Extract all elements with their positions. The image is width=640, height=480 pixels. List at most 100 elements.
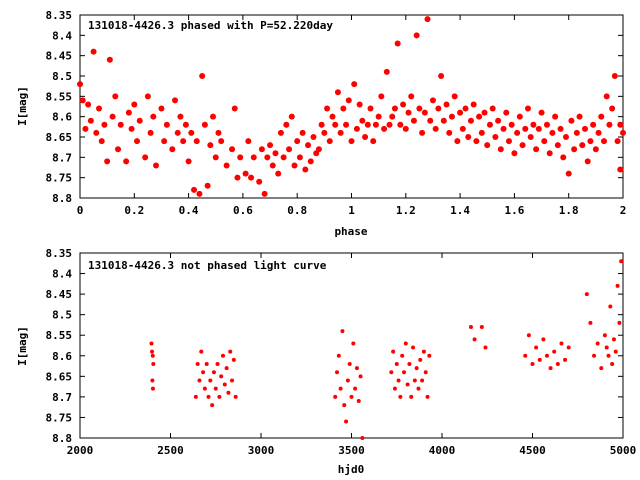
data-point <box>523 353 528 358</box>
data-point <box>611 337 616 342</box>
data-point <box>391 349 396 354</box>
data-point <box>109 113 116 120</box>
data-point <box>435 105 442 112</box>
data-point <box>177 113 184 120</box>
data-point <box>600 138 607 145</box>
x-tick-label: 0.6 <box>233 204 253 217</box>
data-point <box>364 121 371 128</box>
data-point <box>468 325 473 329</box>
x-tick-label: 1.6 <box>504 204 524 217</box>
data-point <box>549 129 556 136</box>
data-point <box>169 146 176 153</box>
data-point <box>412 378 417 383</box>
data-point <box>472 337 477 342</box>
x-tick-label: 2000 <box>67 444 94 457</box>
data-point <box>617 166 624 173</box>
data-point <box>349 394 354 399</box>
y-tick-label: 8.8 <box>52 432 72 445</box>
data-point <box>310 134 317 140</box>
data-point <box>150 378 155 383</box>
y-axis-label: I[mag] <box>16 326 29 366</box>
y-tick-label: 8.55 <box>46 329 73 342</box>
y-tick-label: 8.75 <box>46 411 73 424</box>
data-point <box>93 129 100 136</box>
data-point <box>563 357 568 362</box>
data-point <box>174 129 181 136</box>
data-point <box>258 146 265 153</box>
data-point <box>473 138 480 145</box>
data-point <box>275 170 282 177</box>
data-point <box>483 345 488 350</box>
data-point <box>185 158 192 165</box>
data-point <box>427 117 434 124</box>
data-point <box>210 403 215 408</box>
data-point <box>98 138 105 145</box>
data-point <box>389 370 394 375</box>
data-point <box>394 40 401 47</box>
x-tick-label: 3000 <box>248 444 275 457</box>
data-point <box>438 73 445 79</box>
data-point <box>211 370 216 375</box>
data-point <box>522 125 529 132</box>
data-point <box>191 186 198 193</box>
data-point <box>383 68 390 75</box>
data-point <box>604 345 609 350</box>
data-point <box>188 129 195 136</box>
data-point <box>579 142 586 149</box>
data-point <box>294 138 301 145</box>
data-points <box>149 259 624 440</box>
data-point <box>223 162 230 169</box>
data-point <box>602 333 607 338</box>
data-point <box>595 129 602 136</box>
data-point <box>362 134 369 140</box>
y-tick-label: 8.4 <box>52 29 72 42</box>
data-point <box>342 403 347 408</box>
data-point <box>338 386 343 391</box>
x-tick-label: 5000 <box>610 444 637 457</box>
data-point <box>608 304 613 309</box>
data-point <box>503 109 510 116</box>
data-point <box>386 121 393 128</box>
y-tick-label: 8.6 <box>52 111 72 124</box>
data-point <box>554 142 561 149</box>
data-point <box>467 117 474 124</box>
data-point <box>588 320 593 325</box>
data-point <box>193 138 200 145</box>
data-point <box>401 370 406 375</box>
data-point <box>202 386 207 391</box>
y-tick-label: 8.5 <box>52 309 72 322</box>
data-point <box>204 362 209 366</box>
data-point <box>548 366 553 371</box>
data-point <box>136 117 143 124</box>
data-point <box>199 349 204 354</box>
data-point <box>425 394 430 399</box>
plot-title: 131018-4426.3 phased with P=52.220day <box>88 19 333 32</box>
data-point <box>423 370 428 375</box>
data-point <box>543 121 550 128</box>
data-point <box>606 353 611 358</box>
data-point <box>296 154 303 161</box>
data-point <box>277 129 284 136</box>
data-point <box>337 129 344 136</box>
data-point <box>559 341 564 346</box>
data-point <box>115 146 122 153</box>
data-point <box>305 142 312 149</box>
data-point <box>462 105 469 112</box>
x-tick-label: 0.4 <box>179 204 199 217</box>
data-point <box>261 190 268 197</box>
data-point <box>562 134 569 140</box>
data-point <box>500 125 507 132</box>
data-point <box>555 362 560 366</box>
data-point <box>534 345 539 350</box>
data-point <box>370 138 377 145</box>
data-point <box>354 366 359 371</box>
data-point <box>237 154 244 161</box>
plot-title: 131018-4426.3 not phased light curve <box>88 259 327 272</box>
data-point <box>400 101 407 108</box>
data-point <box>348 138 355 145</box>
data-point <box>234 174 241 181</box>
data-point <box>358 374 363 379</box>
data-point <box>283 121 290 128</box>
data-point <box>584 292 589 297</box>
